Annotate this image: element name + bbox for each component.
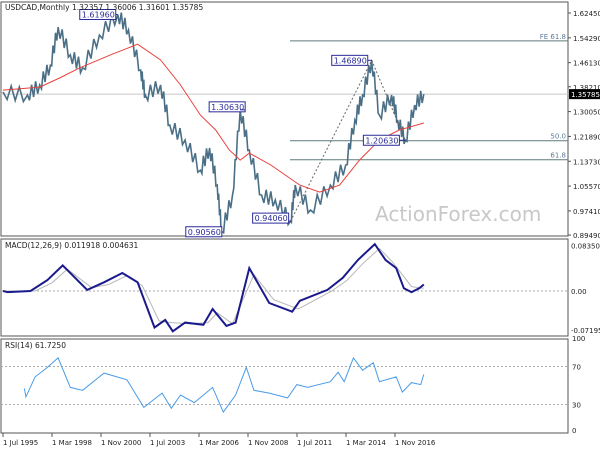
- y-tick-label: 0.97410: [573, 208, 600, 216]
- macd-panel: [0, 238, 569, 337]
- x-tick-label: 1 Jul 2011: [297, 439, 332, 447]
- macd-line: [2, 242, 425, 333]
- y-tick-label: 1.05570: [573, 183, 600, 191]
- price-series: [2, 12, 425, 234]
- x-tick-label: 1 Mar 1998: [52, 439, 92, 447]
- rsi-title: RSI(14) 61.7250: [5, 341, 66, 350]
- y-tick-label: 0.89490: [573, 232, 600, 240]
- y-tick-label: 1.21890: [573, 133, 600, 141]
- price-label-box: [208, 101, 246, 113]
- price-label: 0.90560: [188, 228, 221, 237]
- rsi-tick-label: 70: [572, 364, 581, 372]
- price-label: 1.30630: [211, 103, 244, 112]
- current-price-value: 1.35785: [571, 91, 600, 99]
- fib-level-label: 61.8: [550, 152, 566, 160]
- price-label: 1.20630: [365, 136, 398, 145]
- y-tick-label: 1.38210: [573, 84, 600, 92]
- rsi-tick-label: 0: [572, 427, 576, 435]
- y-tick-label: 1.54290: [573, 35, 600, 43]
- rsi-tick-label: 100: [572, 335, 585, 343]
- price-label: 1.61960: [82, 10, 115, 19]
- y-tick-label: 1.62450: [573, 10, 600, 18]
- y-tick-label: 1.46130: [573, 60, 600, 68]
- x-tick-label: 1 Jul 2003: [150, 439, 185, 447]
- moving-average-line: [2, 43, 424, 193]
- x-tick-label: 1 Nov 2008: [248, 439, 288, 447]
- y-tick-label: 1.13730: [573, 158, 600, 166]
- rsi-tick-label: 30: [572, 402, 581, 410]
- price-label: 1.46890: [334, 56, 367, 65]
- x-tick-label: 1 Mar 2006: [199, 439, 239, 447]
- price-label-box: [185, 226, 223, 238]
- x-tick-label: 1 Nov 2016: [395, 439, 436, 447]
- x-tick-label: 1 Jul 1995: [3, 439, 38, 447]
- price-label: 0.94060: [255, 214, 288, 223]
- rsi-panel: [0, 338, 569, 434]
- price-label-box: [252, 212, 290, 224]
- x-tick-label: 1 Mar 2014: [346, 439, 386, 447]
- fib-level-label: 50.0: [550, 133, 566, 141]
- macd-tick-label: 0.00: [571, 288, 587, 296]
- ohlc-readout: 1.32357 1.36006 1.31601 1.35785: [72, 3, 203, 12]
- macd-tick-label: 0.083505: [571, 242, 600, 250]
- macd-tick-label: -0.07195: [571, 327, 600, 335]
- main-title: USDCAD,Monthly: [5, 3, 70, 12]
- current-price-tag: [569, 89, 600, 100]
- macd-title: MACD(12,26,9) 0.011918 0.004631: [5, 241, 139, 250]
- watermark: ActionForex.com: [375, 202, 541, 226]
- fib-level-label: FE 61.8: [540, 33, 566, 41]
- x-tick-label: 1 Nov 2000: [101, 439, 141, 447]
- main-panel: [0, 1, 569, 237]
- rsi-line: [23, 356, 425, 414]
- y-tick-label: 1.30050: [573, 109, 600, 117]
